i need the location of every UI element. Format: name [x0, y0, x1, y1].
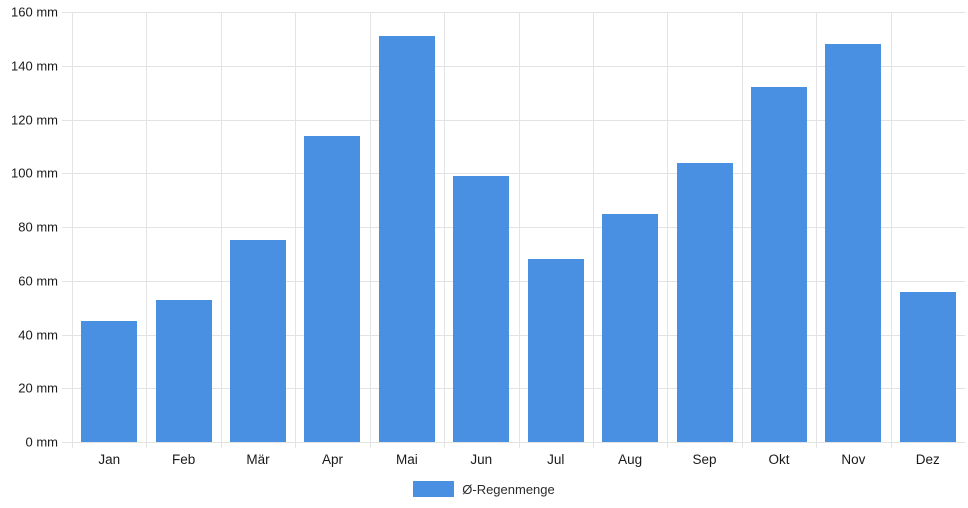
gridline-y-0 [62, 442, 965, 443]
legend-series-label: Ø-Regenmenge [462, 481, 555, 497]
gridline-x-3 [295, 12, 297, 448]
gridline-y-160 [62, 12, 965, 13]
bar-apr[interactable] [304, 135, 361, 442]
gridline-x-4 [369, 12, 371, 448]
bar-jan[interactable] [81, 321, 138, 442]
bar-sep[interactable] [676, 162, 733, 442]
bar-aug[interactable] [602, 213, 659, 442]
bar-mai[interactable] [378, 36, 435, 442]
legend-color-swatch [413, 481, 455, 497]
bar-dez[interactable] [899, 291, 956, 442]
gridline-y-80 [62, 227, 965, 228]
y-axis-tick-label-40: 40 mm [18, 327, 58, 342]
x-axis-category-label-mar: Mär [246, 452, 270, 467]
gridline-y-100 [62, 173, 965, 175]
y-axis-tick-label-120: 120 mm [11, 112, 58, 127]
gridline-x-1 [146, 12, 148, 448]
bar-nov[interactable] [825, 44, 882, 442]
gridline-x-9 [741, 12, 743, 448]
gridline-x-0 [72, 12, 73, 448]
gridline-y-20 [62, 388, 965, 390]
gridline-y-40 [62, 334, 965, 336]
gridline-x-11 [890, 12, 892, 448]
bar-okt[interactable] [750, 87, 807, 442]
y-axis-tick-label-80: 80 mm [18, 219, 58, 235]
gridline-x-6 [518, 12, 520, 448]
x-axis-category-label-apr: Apr [321, 452, 343, 467]
y-axis-tick-label-20: 20 mm [18, 380, 58, 396]
bar-jul[interactable] [527, 259, 584, 442]
x-axis-category-label-jun: Jun [470, 452, 493, 467]
x-axis-category-label-okt: Okt [768, 452, 790, 467]
x-axis-category-label-feb: Feb [171, 452, 196, 467]
y-axis-tick-label-60: 60 mm [18, 273, 58, 289]
y-axis-tick-label-100: 100 mm [11, 165, 58, 181]
x-axis-category-label-jan: Jan [98, 452, 121, 467]
gridline-x-5 [444, 12, 446, 448]
x-axis-category-label-dez: Dez [915, 452, 940, 467]
gridline-y-120 [62, 119, 965, 121]
bar-mar[interactable] [230, 240, 287, 442]
x-axis-category-label-nov: Nov [841, 452, 866, 467]
x-axis-category-label-aug: Aug [618, 452, 643, 467]
gridline-y-60 [62, 280, 965, 282]
legend[interactable]: Ø-Regenmenge [0, 481, 968, 497]
gridline-x-7 [592, 12, 594, 448]
y-axis-tick-label-140: 140 mm [11, 58, 58, 74]
x-axis-category-label-jul: Jul [547, 452, 565, 467]
gridline-y-140 [62, 65, 965, 67]
gridline-x-8 [667, 12, 669, 448]
x-axis-category-label-sep: Sep [692, 452, 717, 467]
bar-feb[interactable] [155, 299, 212, 442]
bar-jun[interactable] [453, 175, 510, 442]
y-axis-tick-label-0: 0 mm [25, 434, 59, 450]
x-axis-category-label-mai: Mai [395, 452, 418, 467]
gridline-x-2 [220, 12, 222, 448]
gridline-x-10 [816, 12, 818, 448]
y-axis-tick-label-160: 160 mm [11, 4, 58, 20]
